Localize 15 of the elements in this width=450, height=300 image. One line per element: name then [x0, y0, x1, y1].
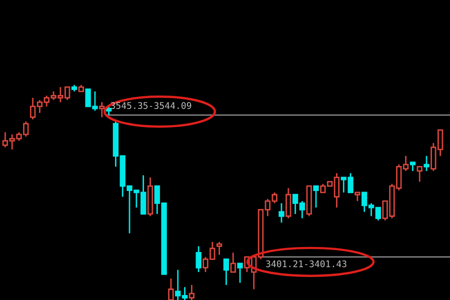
candlestick — [278, 202, 284, 224]
candlestick — [216, 241, 222, 256]
candlestick — [313, 185, 319, 208]
annotation: 3545.35-3544.09 — [110, 102, 192, 110]
candlestick — [196, 246, 202, 273]
candlestick — [168, 278, 174, 300]
annotation: 3401.21-3401.43 — [266, 260, 346, 268]
candlestick — [416, 166, 422, 182]
candlestick — [286, 187, 292, 219]
candlestick — [223, 258, 230, 286]
candlestick — [99, 101, 105, 118]
candlestick — [230, 252, 236, 273]
candlestick — [188, 284, 195, 300]
candlestick — [237, 262, 243, 284]
candlestick — [424, 155, 430, 172]
